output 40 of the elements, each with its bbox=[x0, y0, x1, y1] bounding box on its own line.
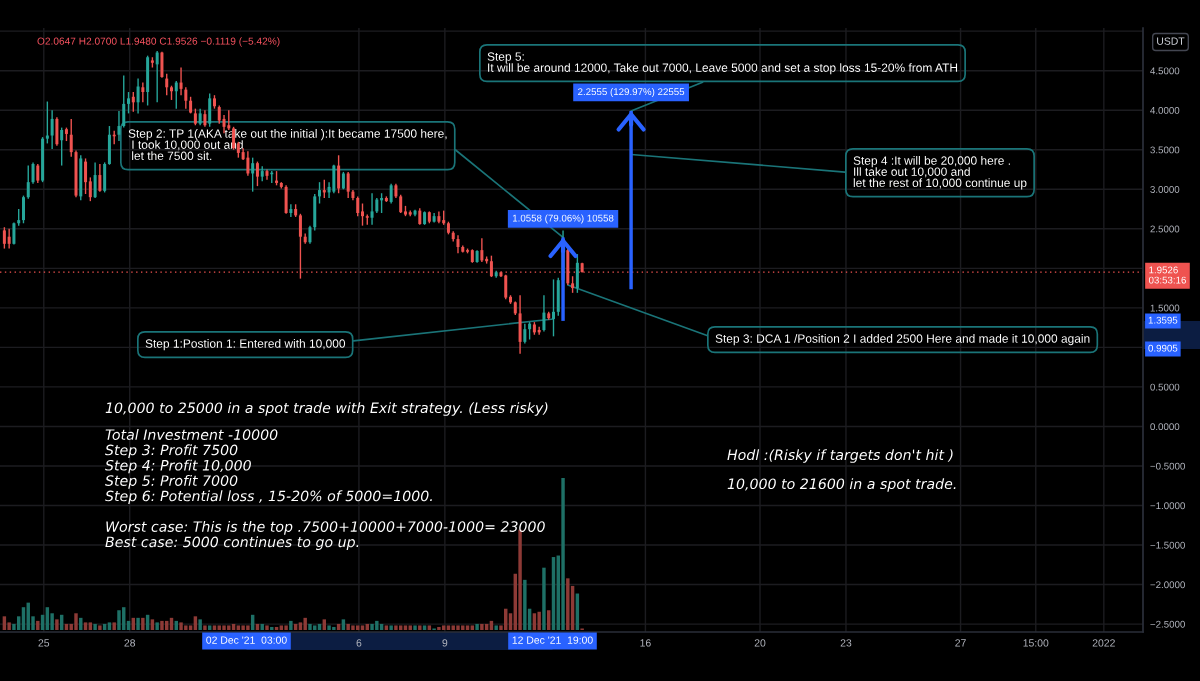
data-label: 1.0558 (79.06%) 10558 bbox=[512, 214, 614, 224]
y-tick-label: −0.5000 bbox=[1150, 462, 1185, 470]
annotation: Step 4 :It will be 20,000 here . Ill take out 10,000 and let the rest of 10,000 continue up bbox=[853, 156, 1027, 190]
annotation: Total Investment -10000 Step 3: Profit 7500 Step 4: Profit 10,000 Step 5: Profit 7000 Step 6: Potential loss , 15-20% of 5000=1000. Worst case: This is the top .7500+10000+7000-1000= 23000 Best case: 5000 continues to go up. bbox=[105, 429, 545, 550]
y-tick-label: 0.0000 bbox=[1150, 423, 1180, 431]
x-tick-label: 16 bbox=[640, 639, 651, 647]
y-tick-label: −1.5000 bbox=[1150, 541, 1185, 549]
annotation: 10,000 to 25000 in a spot trade with Exit strategy. (Less risky) bbox=[105, 402, 548, 416]
y-tick-label: 4.0000 bbox=[1150, 106, 1180, 114]
text: 1.3595 bbox=[1148, 316, 1178, 324]
ref-line-label: 1.9526 03:53:16 bbox=[1148, 266, 1186, 284]
y-tick-label: −1.0000 bbox=[1150, 502, 1185, 510]
annotation: O2.0647 H2.0700 L1.9480 C1.9526 −0.1119 (−5.42%) bbox=[37, 37, 280, 47]
annotation: Step 5: It will be around 12000, Take out 7000, Leave 5000 and set a stop loss 15-20% from ATH bbox=[487, 52, 958, 75]
x-tick-label: 2022 bbox=[1092, 639, 1115, 647]
data-label: 2.2555 (129.97%) 22555 bbox=[578, 87, 685, 97]
annotation: 10,000 to 21600 in a spot trade. bbox=[727, 478, 956, 492]
y-tick-label: −2.0000 bbox=[1150, 581, 1185, 589]
text: 0.9905 bbox=[1148, 344, 1178, 352]
annotation: Step 3: DCA 1 /Position 2 I added 2500 Here and made it 10,000 again bbox=[715, 334, 1090, 346]
text: 12 Dec '21 19:00 bbox=[512, 636, 593, 644]
y-tick-label: 3.0000 bbox=[1150, 186, 1180, 193]
annotation: Hodl :(Risky if targets don't hit ) bbox=[727, 449, 953, 463]
x-tick-label: 27 bbox=[955, 639, 966, 647]
x-tick-label: 25 bbox=[38, 639, 50, 647]
x-tick-label: 15:00 bbox=[1023, 639, 1049, 647]
y-tick-label: 4.5000 bbox=[1150, 67, 1180, 75]
y-tick-label: −2.5000 bbox=[1150, 620, 1185, 628]
x-tick-label: 9 bbox=[442, 639, 448, 647]
annotation: Step 1:Postion 1: Entered with 10,000 bbox=[145, 339, 346, 351]
y-axis-title: USDT bbox=[1157, 37, 1185, 45]
x-tick-label: 23 bbox=[840, 639, 852, 647]
y-tick-label: 1.5000 bbox=[1150, 304, 1180, 312]
y-tick-label: 0.5000 bbox=[1150, 383, 1180, 391]
text: 02 Dec '21 03:00 bbox=[206, 636, 287, 644]
x-tick-label: 6 bbox=[356, 639, 362, 647]
y-tick-label: 3.5000 bbox=[1150, 146, 1180, 154]
y-tick-label: 2.5000 bbox=[1150, 225, 1180, 233]
x-tick-label: 20 bbox=[754, 639, 766, 647]
x-tick-label: 28 bbox=[124, 639, 136, 647]
